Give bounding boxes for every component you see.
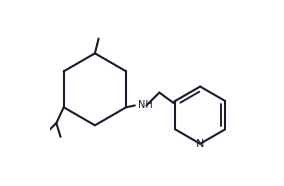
Text: NH: NH xyxy=(138,100,153,110)
Text: N: N xyxy=(196,139,204,149)
